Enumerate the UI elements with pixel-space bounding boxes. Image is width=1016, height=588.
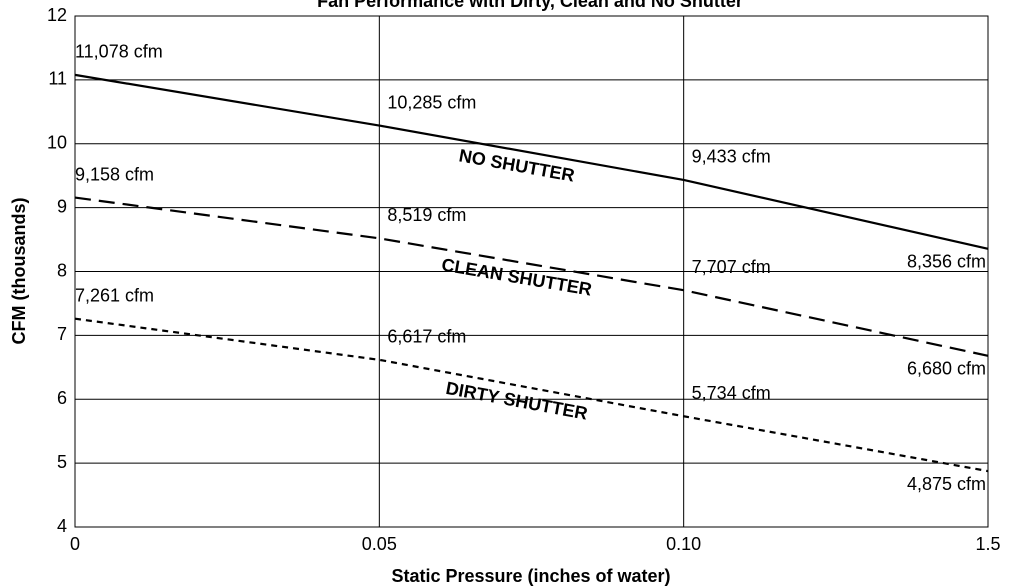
x-axis-title: Static Pressure (inches of water) (391, 566, 670, 586)
value-label: 7,707 cfm (692, 257, 771, 277)
value-label: 8,356 cfm (907, 252, 986, 272)
value-label: 9,158 cfm (75, 164, 154, 184)
chart-title: Fan Performance with Dirty, Clean and No… (317, 0, 743, 11)
series-label: NO SHUTTER (457, 145, 576, 185)
value-label: 9,433 cfm (692, 147, 771, 167)
y-tick-label: 12 (47, 5, 67, 25)
value-label: 5,734 cfm (692, 383, 771, 403)
series-line (74, 317, 989, 473)
value-label: 8,519 cfm (387, 205, 466, 225)
y-axis-title: CFM (thousands) (9, 198, 29, 345)
y-tick-label: 6 (57, 388, 67, 408)
value-label: 7,261 cfm (75, 285, 154, 305)
y-tick-label: 7 (57, 324, 67, 344)
plot-frame (74, 15, 989, 528)
x-tick-label: 0 (70, 534, 80, 554)
y-tick-label: 9 (57, 196, 67, 216)
x-tick-label: 0.10 (666, 534, 701, 554)
value-label: 6,680 cfm (907, 359, 986, 379)
series-line (74, 196, 989, 357)
y-tick-label: 8 (57, 260, 67, 280)
y-tick-label: 10 (47, 133, 67, 153)
series-label: DIRTY SHUTTER (444, 378, 589, 424)
y-tick-label: 11 (48, 69, 67, 89)
y-tick-label: 5 (57, 452, 67, 472)
series-line (74, 73, 989, 250)
x-tick-label: 0.05 (362, 534, 397, 554)
y-tick-label: 4 (57, 516, 67, 536)
value-label: 11,078 cfm (75, 42, 163, 62)
value-label: 4,875 cfm (907, 474, 986, 494)
x-tick-label: 1.5 (975, 534, 1000, 554)
value-label: 6,617 cfm (387, 327, 466, 347)
value-label: 10,285 cfm (387, 92, 476, 112)
